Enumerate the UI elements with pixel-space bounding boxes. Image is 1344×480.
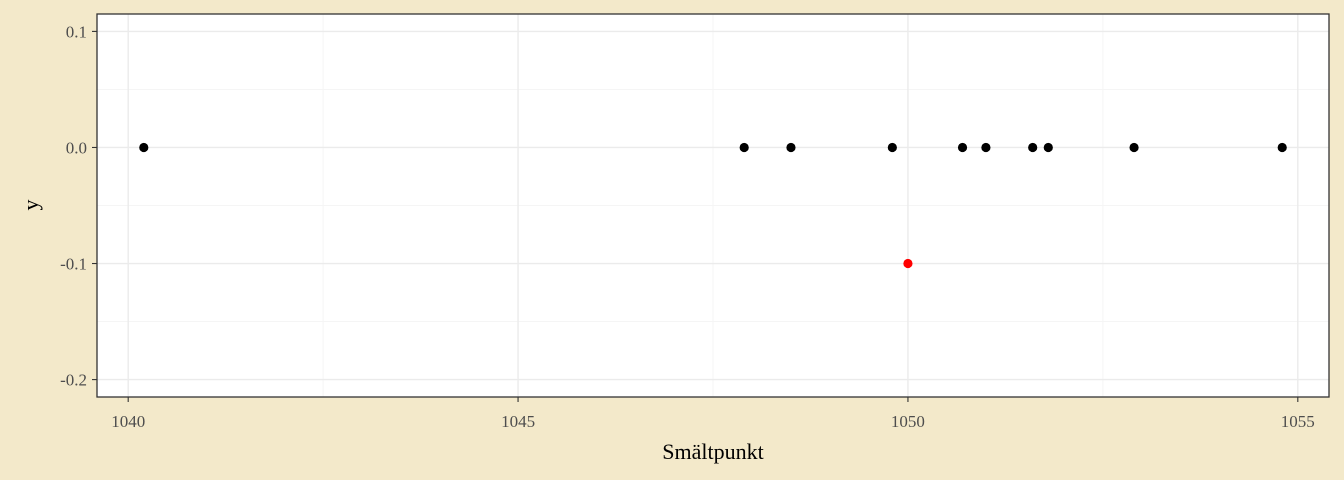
data-point bbox=[1043, 142, 1053, 153]
data-point bbox=[1028, 142, 1038, 153]
y-tick-label: 0.0 bbox=[66, 138, 87, 157]
y-axis-title: y bbox=[18, 200, 43, 211]
data-points bbox=[139, 142, 1287, 269]
major-gridlines bbox=[97, 14, 1329, 397]
data-point bbox=[139, 142, 149, 153]
data-point bbox=[981, 142, 991, 153]
data-point bbox=[957, 142, 968, 153]
data-point bbox=[786, 142, 796, 153]
panel-border bbox=[96, 13, 1330, 398]
x-tick-label: 1050 bbox=[891, 412, 925, 431]
y-tick-label: 0.1 bbox=[66, 22, 87, 41]
highlighted-data-point bbox=[903, 258, 913, 269]
data-point bbox=[1277, 142, 1287, 153]
minor-gridlines bbox=[97, 14, 1329, 397]
x-tick-label: 1055 bbox=[1281, 412, 1315, 431]
x-tick-label: 1045 bbox=[501, 412, 535, 431]
data-point bbox=[887, 142, 897, 153]
x-axis-ticks: 1040 1045 1050 1055 bbox=[111, 397, 1315, 431]
data-point bbox=[1129, 142, 1139, 153]
x-tick-label: 1040 bbox=[111, 412, 145, 431]
x-axis-title: Smältpunkt bbox=[662, 439, 763, 464]
data-point bbox=[739, 142, 749, 153]
y-axis-ticks: 0.1 0.0 -0.1 -0.2 bbox=[60, 22, 97, 390]
y-tick-label: -0.1 bbox=[60, 255, 87, 274]
y-tick-label: -0.2 bbox=[60, 371, 87, 390]
